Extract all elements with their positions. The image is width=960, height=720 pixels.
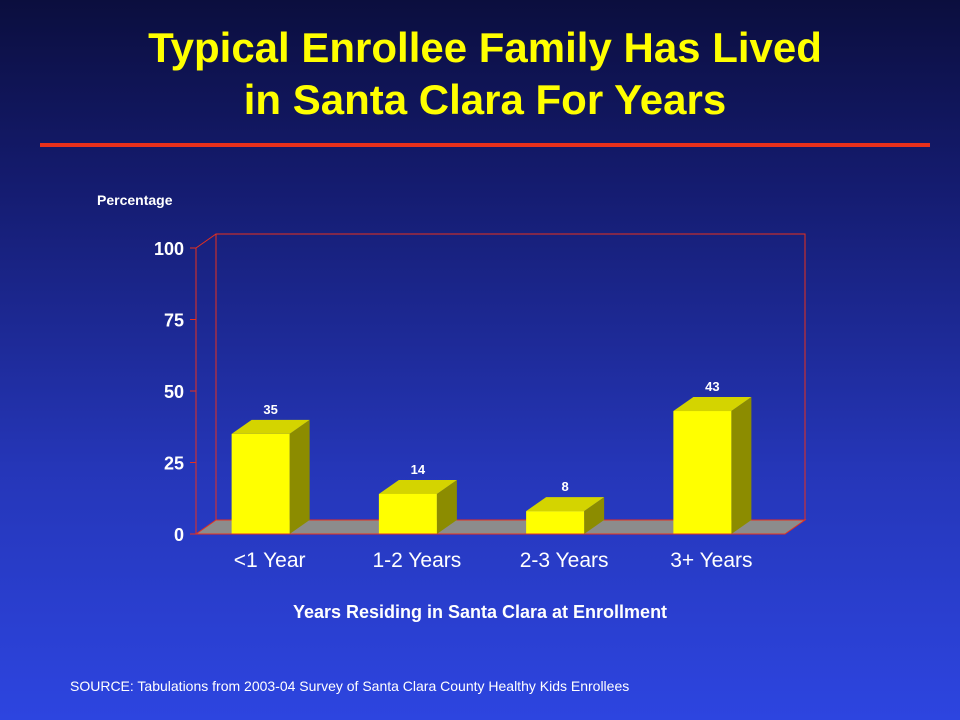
data-label: 35 <box>263 402 277 417</box>
data-label: 8 <box>562 479 569 494</box>
x-tick-label: <1 Year <box>234 549 306 572</box>
y-tick-label: 0 <box>174 525 184 545</box>
slide-title-line-2: in Santa Clara For Years <box>243 76 727 123</box>
bar <box>231 433 290 534</box>
x-tick-label: 3+ Years <box>670 549 752 572</box>
bar-top <box>378 479 457 494</box>
bar-top <box>673 397 752 412</box>
y-axis-top-edge <box>195 233 217 249</box>
y-tick-label: 50 <box>164 382 184 402</box>
bar-top <box>231 419 310 434</box>
x-tick-label: 1-2 Years <box>373 549 462 572</box>
data-label: 43 <box>705 379 719 394</box>
slide-title-line-1: Typical Enrollee Family Has Lived <box>148 24 822 71</box>
y-tick-label: 100 <box>154 239 184 259</box>
bar <box>526 511 585 534</box>
slide-title: Typical Enrollee Family Has Lived in San… <box>40 22 930 126</box>
y-axis-label: Percentage <box>97 192 173 208</box>
bar-side <box>289 419 310 534</box>
title-divider <box>40 143 930 147</box>
bar-side <box>731 397 752 534</box>
chart-back-wall <box>215 233 806 521</box>
x-axis-label: Years Residing in Santa Clara at Enrollm… <box>292 602 668 622</box>
bar <box>673 411 732 534</box>
data-label: 14 <box>411 462 426 477</box>
source-note: SOURCE: Tabulations from 2003-04 Survey … <box>70 678 630 694</box>
bar-top <box>526 497 605 512</box>
bar <box>378 493 437 534</box>
x-tick-label: 2-3 Years <box>520 549 609 572</box>
y-tick-label: 25 <box>164 454 184 474</box>
bar-side <box>584 497 605 534</box>
y-tick-label: 75 <box>164 311 184 331</box>
bar-side <box>436 479 457 534</box>
